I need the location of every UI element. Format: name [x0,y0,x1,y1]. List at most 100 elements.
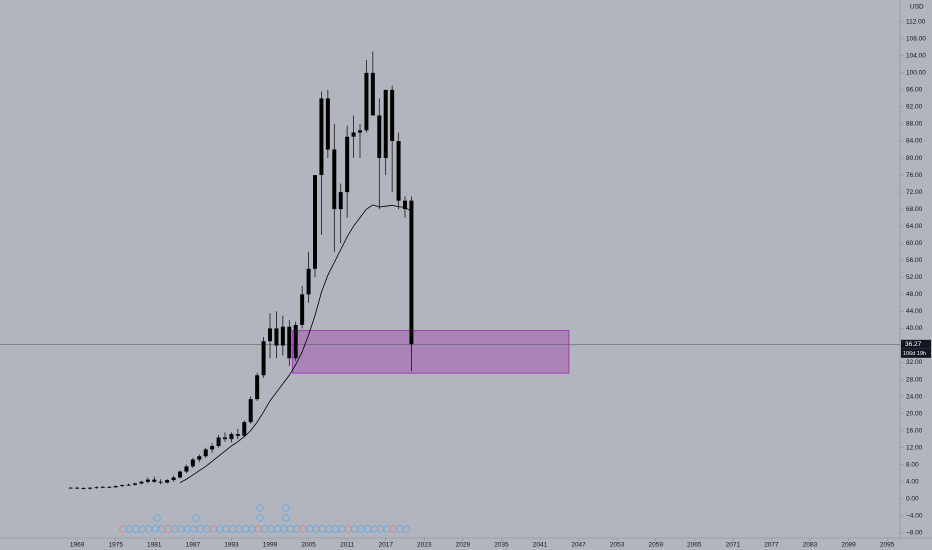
currency-label: USD [910,4,924,11]
y-tick-label: 104.00 [906,53,926,60]
y-tick-label: 52.00 [906,274,923,281]
candle-body [261,341,266,376]
candle-body [390,89,395,141]
y-tick-label: 92.00 [906,104,923,111]
y-tick-label: 8.00 [906,461,919,468]
candle-body [358,130,362,133]
x-tick-label: 2047 [571,542,586,549]
candle-body [197,456,202,460]
event-markers [119,504,410,533]
candle-body [306,268,311,295]
candle-body [210,445,215,450]
x-tick-label: 2089 [841,542,856,549]
y-tick-label: 4.00 [906,478,919,485]
y-tick-label: 108.00 [906,35,926,42]
y-tick-label: 56.00 [906,257,923,264]
candle-body [325,98,330,150]
y-tick-label: 76.00 [906,172,923,179]
event-marker [153,514,161,522]
event-marker [256,514,264,522]
x-tick-label: 2083 [803,542,818,549]
countdown-label: 106d 19h [903,351,926,357]
candle-body [409,200,414,345]
y-tick-label: 64.00 [906,223,923,230]
candle-body [248,399,253,423]
y-tick-label: 88.00 [906,121,923,128]
y-tick-label: 40.00 [906,325,923,332]
y-tick-label: 60.00 [906,240,923,247]
x-tick-label: 2095 [880,542,895,549]
candle-body [313,175,317,269]
y-tick-label: 24.00 [906,393,923,400]
x-tick-label: 2059 [648,542,663,549]
candle-body [396,140,401,201]
candle-body [332,149,337,210]
x-tick-label: 1969 [70,542,85,549]
x-tick-label: 1981 [147,542,162,549]
candle-body [364,72,369,131]
x-tick-label: 1993 [224,542,239,549]
candle-body [165,480,170,483]
candle-body [274,328,279,346]
x-tick-label: 1999 [263,542,278,549]
x-tick-label: 2041 [533,542,548,549]
y-tick-label: 100.00 [906,70,926,77]
candle-body [68,487,73,489]
event-marker [256,504,264,512]
candle-body [145,479,150,482]
candle-body [171,477,176,481]
candle-body [377,115,382,159]
last-price-label: 36.27 [905,341,922,348]
y-tick-label: −8.00 [906,530,923,537]
candle-body [383,89,388,159]
candle-body [178,471,182,478]
candle-body [184,466,189,472]
candle-body [100,486,105,488]
candle-body [94,487,99,489]
candle-body [229,434,234,440]
x-tick-label: 1975 [108,542,123,549]
x-tick-label: 2017 [378,542,393,549]
candle-body [152,479,157,482]
candle-body [190,459,195,467]
x-tick-label: 2077 [764,542,779,549]
candle-body [345,136,350,193]
candle-body [300,294,305,326]
candle-body [319,98,324,176]
candle-body [139,481,144,484]
y-tick-label: 96.00 [906,87,923,94]
y-tick-label: −4.00 [906,513,923,520]
candle-body [107,486,112,488]
x-tick-label: 2029 [456,542,471,549]
candle-body [133,483,137,485]
candle-body [88,487,92,489]
x-tick-label: 2005 [301,542,316,549]
x-tick-label: 2011 [340,542,354,549]
y-tick-label: 112.00 [906,18,926,25]
y-tick-label: 48.00 [906,291,923,298]
y-tick-label: 84.00 [906,138,923,145]
candle-body [280,326,285,346]
candle-body [255,375,260,400]
candle-body [370,72,375,116]
candle-body [242,422,247,436]
y-tick-label: 0.00 [906,496,919,503]
event-marker [282,514,290,522]
last-price-box [901,339,931,349]
y-tick-label: 80.00 [906,155,923,162]
y-tick-label: 28.00 [906,376,923,383]
y-tick-label: 72.00 [906,189,923,196]
candle-body [113,486,118,488]
event-marker [192,514,200,522]
candle-body [120,485,125,487]
candle-body [235,434,240,436]
candle-body [351,132,356,137]
countdown-box [901,348,931,358]
candle-body [287,326,292,359]
x-tick-label: 2053 [610,542,625,549]
y-tick-label: 44.00 [906,308,923,315]
x-tick-label: 1987 [186,542,201,549]
x-tick-label: 2065 [687,542,702,549]
y-tick-label: 16.00 [906,427,923,434]
